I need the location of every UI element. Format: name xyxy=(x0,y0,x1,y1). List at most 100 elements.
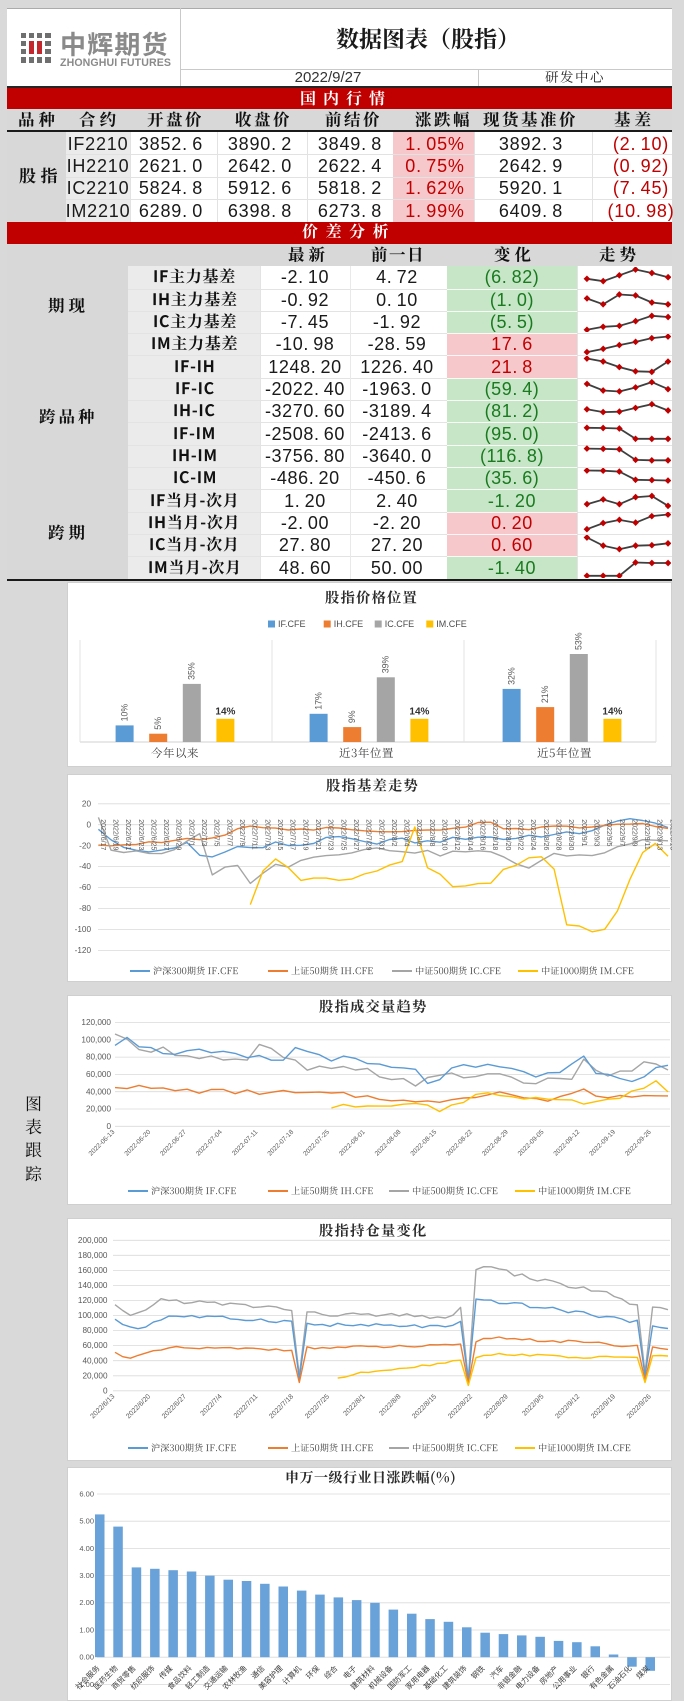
svg-text:14%: 14% xyxy=(215,706,235,717)
svg-text:2022-07-04: 2022-07-04 xyxy=(195,1129,224,1158)
svg-text:180,000: 180,000 xyxy=(78,1251,108,1260)
svg-text:2022/8/29: 2022/8/29 xyxy=(483,1393,510,1420)
svg-text:2022/7/9: 2022/7/9 xyxy=(238,819,245,846)
svg-text:2022-08-01: 2022-08-01 xyxy=(338,1129,367,1158)
svg-text:2022-08-29: 2022-08-29 xyxy=(481,1129,510,1158)
svg-text:2022/9/11: 2022/9/11 xyxy=(643,819,650,850)
svg-text:6.00: 6.00 xyxy=(79,1489,94,1498)
svg-text:4.00: 4.00 xyxy=(79,1544,94,1553)
svg-text:2022-09-19: 2022-09-19 xyxy=(588,1129,617,1158)
svg-text:120,000: 120,000 xyxy=(78,1296,108,1305)
svg-text:2022-06-13: 2022-06-13 xyxy=(88,1129,117,1158)
svg-text:-80: -80 xyxy=(79,904,91,913)
svg-text:2022/7/27: 2022/7/27 xyxy=(352,819,359,850)
svg-text:2022/8/22: 2022/8/22 xyxy=(447,1393,474,1420)
svg-text:2022/9/7: 2022/9/7 xyxy=(618,819,625,846)
svg-text:2022/7/31: 2022/7/31 xyxy=(377,819,384,850)
svg-text:2022/7/25: 2022/7/25 xyxy=(339,819,346,850)
svg-text:-40: -40 xyxy=(79,862,91,871)
svg-text:20,000: 20,000 xyxy=(86,1105,111,1114)
svg-text:2022/8/10: 2022/8/10 xyxy=(441,819,448,850)
svg-text:2022/8/8: 2022/8/8 xyxy=(428,819,435,846)
svg-text:2022/9/13: 2022/9/13 xyxy=(656,819,663,850)
svg-text:2022/6/17: 2022/6/17 xyxy=(99,819,106,850)
svg-text:-1.00: -1.00 xyxy=(77,1680,94,1689)
svg-text:80,000: 80,000 xyxy=(86,1053,111,1062)
svg-text:2022/6/23: 2022/6/23 xyxy=(137,819,144,850)
svg-text:2022-08-15: 2022-08-15 xyxy=(409,1129,438,1158)
svg-text:9%: 9% xyxy=(347,710,357,723)
svg-text:2022/9/1: 2022/9/1 xyxy=(580,819,587,846)
svg-text:14%: 14% xyxy=(602,706,622,717)
svg-text:-60: -60 xyxy=(79,883,91,892)
svg-text:2022-07-25: 2022-07-25 xyxy=(302,1129,331,1158)
svg-text:0.00: 0.00 xyxy=(79,1653,94,1662)
svg-text:2022-08-08: 2022-08-08 xyxy=(374,1129,403,1158)
svg-text:2022/7/29: 2022/7/29 xyxy=(365,819,372,850)
svg-text:60,000: 60,000 xyxy=(82,1341,107,1350)
svg-text:2022/9/5: 2022/9/5 xyxy=(605,819,612,846)
svg-text:2022/8/8: 2022/8/8 xyxy=(378,1393,402,1417)
svg-text:60,000: 60,000 xyxy=(86,1070,111,1079)
svg-text:2022/9/5: 2022/9/5 xyxy=(521,1393,545,1417)
svg-text:2022/7/5: 2022/7/5 xyxy=(213,819,220,846)
svg-text:2022/8/2: 2022/8/2 xyxy=(390,819,397,846)
svg-text:140,000: 140,000 xyxy=(78,1281,108,1290)
svg-text:2022/8/15: 2022/8/15 xyxy=(411,1393,438,1420)
svg-text:2022-09-05: 2022-09-05 xyxy=(517,1129,546,1158)
svg-text:0: 0 xyxy=(103,1386,108,1395)
svg-text:2022/7/15: 2022/7/15 xyxy=(276,819,283,850)
svg-text:2022/9/3: 2022/9/3 xyxy=(593,819,600,846)
svg-text:2022/7/18: 2022/7/18 xyxy=(268,1393,295,1420)
svg-text:2022-06-20: 2022-06-20 xyxy=(123,1129,152,1158)
svg-text:53%: 53% xyxy=(574,632,584,650)
svg-text:2022/8/28: 2022/8/28 xyxy=(555,819,562,850)
svg-text:2022/7/11: 2022/7/11 xyxy=(233,1393,260,1420)
svg-text:0: 0 xyxy=(106,1122,111,1131)
svg-text:2022-09-26: 2022-09-26 xyxy=(624,1129,653,1158)
svg-text:20: 20 xyxy=(82,799,92,808)
svg-text:21%: 21% xyxy=(540,685,550,703)
svg-text:40,000: 40,000 xyxy=(86,1087,111,1096)
svg-text:2022/7/17: 2022/7/17 xyxy=(289,819,296,850)
svg-text:2022/7/11: 2022/7/11 xyxy=(251,819,258,850)
svg-text:2022/6/25: 2022/6/25 xyxy=(149,819,156,850)
svg-text:2022/7/4: 2022/7/4 xyxy=(199,1393,223,1417)
svg-text:160,000: 160,000 xyxy=(78,1266,108,1275)
svg-text:2022/8/6: 2022/8/6 xyxy=(415,819,422,846)
svg-text:1.00: 1.00 xyxy=(79,1625,94,1634)
svg-text:2022/8/12: 2022/8/12 xyxy=(453,819,460,850)
svg-text:2022/7/3: 2022/7/3 xyxy=(200,819,207,846)
svg-text:2022/6/27: 2022/6/27 xyxy=(162,819,169,850)
svg-text:2022/7/23: 2022/7/23 xyxy=(327,819,334,850)
svg-text:2022/6/21: 2022/6/21 xyxy=(124,819,131,850)
svg-text:40,000: 40,000 xyxy=(82,1356,107,1365)
svg-text:2022-07-18: 2022-07-18 xyxy=(266,1129,295,1158)
svg-text:14%: 14% xyxy=(409,706,429,717)
svg-text:2022/9/15: 2022/9/15 xyxy=(668,819,672,850)
svg-text:200,000: 200,000 xyxy=(78,1236,108,1245)
svg-text:0: 0 xyxy=(86,820,91,829)
svg-text:10%: 10% xyxy=(119,704,129,722)
svg-text:3.00: 3.00 xyxy=(79,1571,94,1580)
svg-text:2022/9/19: 2022/9/19 xyxy=(590,1393,617,1420)
svg-text:2022/6/27: 2022/6/27 xyxy=(161,1393,188,1420)
svg-text:120,000: 120,000 xyxy=(81,1018,111,1027)
svg-text:2022/8/4: 2022/8/4 xyxy=(403,819,410,846)
svg-text:2022-08-22: 2022-08-22 xyxy=(445,1129,474,1158)
svg-text:2022/7/13: 2022/7/13 xyxy=(263,819,270,850)
svg-text:5%: 5% xyxy=(153,717,163,730)
svg-text:100,000: 100,000 xyxy=(81,1035,111,1044)
svg-text:80,000: 80,000 xyxy=(82,1326,107,1335)
svg-text:2022/7/21: 2022/7/21 xyxy=(314,819,321,850)
svg-text:2022-09-12: 2022-09-12 xyxy=(553,1129,582,1158)
svg-text:2022/6/29: 2022/6/29 xyxy=(175,819,182,850)
svg-text:20,000: 20,000 xyxy=(82,1371,107,1380)
svg-text:17%: 17% xyxy=(313,692,323,710)
svg-text:100,000: 100,000 xyxy=(78,1311,108,1320)
svg-text:2022/8/18: 2022/8/18 xyxy=(491,819,498,850)
svg-text:35%: 35% xyxy=(187,662,197,680)
svg-text:2022/9/12: 2022/9/12 xyxy=(554,1393,581,1420)
svg-text:2022/6/20: 2022/6/20 xyxy=(125,1393,152,1420)
svg-text:5.00: 5.00 xyxy=(79,1517,94,1526)
